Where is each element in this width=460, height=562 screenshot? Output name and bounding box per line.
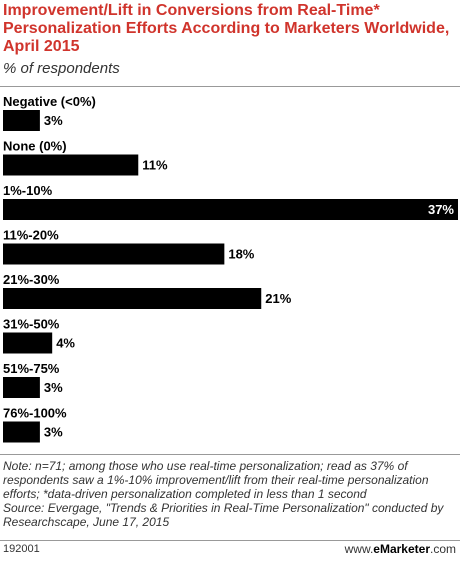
note-text: Note: n=71; among those who use real-tim… bbox=[3, 459, 429, 501]
value-label: 18% bbox=[228, 247, 254, 262]
value-label: 3% bbox=[44, 113, 63, 128]
footer-divider bbox=[0, 540, 460, 541]
bar bbox=[3, 110, 40, 131]
bar bbox=[3, 243, 225, 265]
bar bbox=[3, 288, 262, 309]
chart-subtitle: % of respondents bbox=[3, 60, 120, 77]
category-label: Negative (<0%) bbox=[3, 94, 96, 109]
value-label: 4% bbox=[56, 336, 75, 351]
bar bbox=[3, 332, 53, 354]
brand-name: eMarketer bbox=[373, 542, 430, 556]
bar bbox=[3, 154, 139, 176]
category-label: 1%-10% bbox=[3, 183, 53, 198]
brand-suffix: .com bbox=[429, 542, 456, 556]
chart-note: Note: n=71; among those who use real-tim… bbox=[3, 459, 458, 529]
value-label: 37% bbox=[428, 202, 454, 217]
header-divider bbox=[0, 86, 460, 87]
source-text: Source: Evergage, "Trends & Priorities i… bbox=[3, 501, 444, 529]
bar-chart: Negative (<0%) 3% None (0%) 11% 1%-10% 37% 11%… bbox=[3, 94, 458, 443]
chart-title: Improvement/Lift in Conversions from Rea… bbox=[3, 2, 450, 55]
value-label: 21% bbox=[265, 291, 291, 306]
chart-id: 192001 bbox=[3, 543, 40, 555]
category-label: None (0%) bbox=[3, 139, 67, 154]
note-divider bbox=[0, 454, 460, 455]
category-label: 11%-20% bbox=[3, 228, 59, 243]
value-label: 3% bbox=[44, 380, 63, 395]
bar bbox=[3, 377, 40, 398]
category-label: 51%-75% bbox=[3, 361, 60, 376]
category-label: 31%-50% bbox=[3, 317, 60, 332]
bar bbox=[3, 421, 40, 443]
bar bbox=[3, 199, 458, 220]
value-label: 11% bbox=[142, 158, 168, 173]
category-label: 76%-100% bbox=[3, 406, 67, 421]
brand-link[interactable]: www.eMarketer.com bbox=[345, 542, 456, 556]
brand-prefix: www. bbox=[344, 542, 374, 556]
category-label: 21%-30% bbox=[3, 272, 60, 287]
value-label: 3% bbox=[44, 425, 63, 440]
